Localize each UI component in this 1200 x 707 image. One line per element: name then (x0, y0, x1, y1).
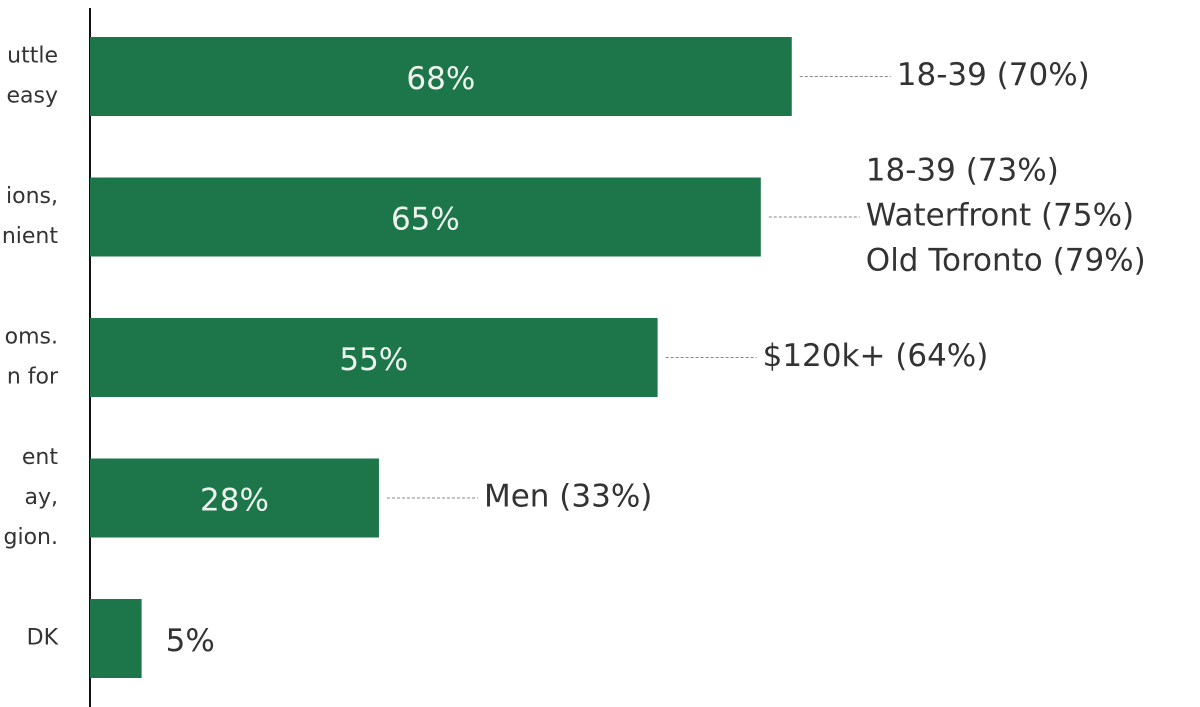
annotation: 18-39 (70%) (897, 57, 1090, 93)
category-label: ay, (25, 485, 59, 510)
value-label: 68% (406, 61, 475, 97)
category-label: easy (7, 84, 59, 109)
category-label: gion. (4, 525, 58, 550)
bar (90, 318, 658, 397)
annotation: $120k+ (64%) (763, 338, 989, 374)
annotation: 18-39 (73%) (866, 153, 1059, 189)
bar (90, 599, 142, 678)
value-label: 5% (166, 623, 215, 659)
category-label: oms. (5, 325, 58, 350)
category-label: nient (2, 224, 59, 249)
bar (90, 177, 761, 257)
category-label: n for (7, 365, 59, 390)
value-label: 28% (200, 483, 269, 519)
value-label: 65% (391, 202, 460, 238)
category-label: ent (22, 445, 58, 470)
value-label: 55% (339, 342, 408, 378)
category-label: uttle (7, 44, 58, 69)
annotation: Waterfront (75%) (866, 198, 1134, 234)
bar (90, 458, 379, 538)
annotation: Men (33%) (484, 479, 652, 515)
category-label: DK (27, 626, 59, 651)
bar (90, 37, 792, 116)
category-label: ions, (6, 184, 58, 209)
annotation: Old Toronto (79%) (866, 243, 1146, 279)
